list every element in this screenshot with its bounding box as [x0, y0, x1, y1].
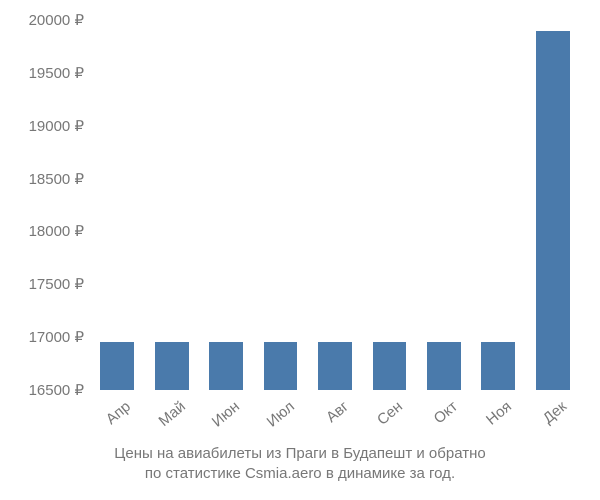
bar [427, 342, 461, 390]
y-tick: 20000 ₽ [29, 11, 84, 29]
bar [318, 342, 352, 390]
y-tick: 17500 ₽ [29, 275, 84, 293]
bar [373, 342, 407, 390]
x-tick: Июл [263, 398, 297, 431]
bar [209, 342, 243, 390]
bar [155, 342, 189, 390]
bar [100, 342, 134, 390]
y-tick: 16500 ₽ [29, 381, 84, 399]
y-tick: 18000 ₽ [29, 222, 84, 240]
x-tick: Ноя [483, 398, 515, 429]
bar [264, 342, 298, 390]
x-tick: Дек [540, 398, 570, 427]
x-axis: Апр Май Июн Июл Авг Сен Окт Ноя Дек [90, 392, 580, 442]
caption-line-2: по статистике Csmia.aero в динамике за г… [0, 464, 600, 484]
chart-caption: Цены на авиабилеты из Праги в Будапешт и… [0, 444, 600, 485]
bar [536, 31, 570, 390]
x-tick: Май [155, 398, 188, 430]
y-axis: 16500 ₽17000 ₽17500 ₽18000 ₽18500 ₽19000… [0, 20, 88, 390]
y-tick: 17000 ₽ [29, 328, 84, 346]
x-tick: Авг [323, 398, 352, 426]
x-tick: Июн [209, 398, 243, 431]
bar [481, 342, 515, 390]
price-chart: 16500 ₽ 17000 ₽ 17500 ₽ 18000 ₽ 18500 ₽ 19000… [0, 0, 600, 500]
y-tick: 19000 ₽ [29, 117, 84, 135]
y-tick: 18500 ₽ [29, 170, 84, 188]
y-tick: 19500 ₽ [29, 64, 84, 82]
x-tick: Апр [103, 398, 134, 428]
caption-line-1: Цены на авиабилеты из Праги в Будапешт и… [0, 444, 600, 464]
bars-layer [90, 20, 580, 390]
x-tick: Окт [431, 398, 461, 427]
plot-area [90, 20, 580, 390]
x-tick: Сен [374, 398, 406, 429]
